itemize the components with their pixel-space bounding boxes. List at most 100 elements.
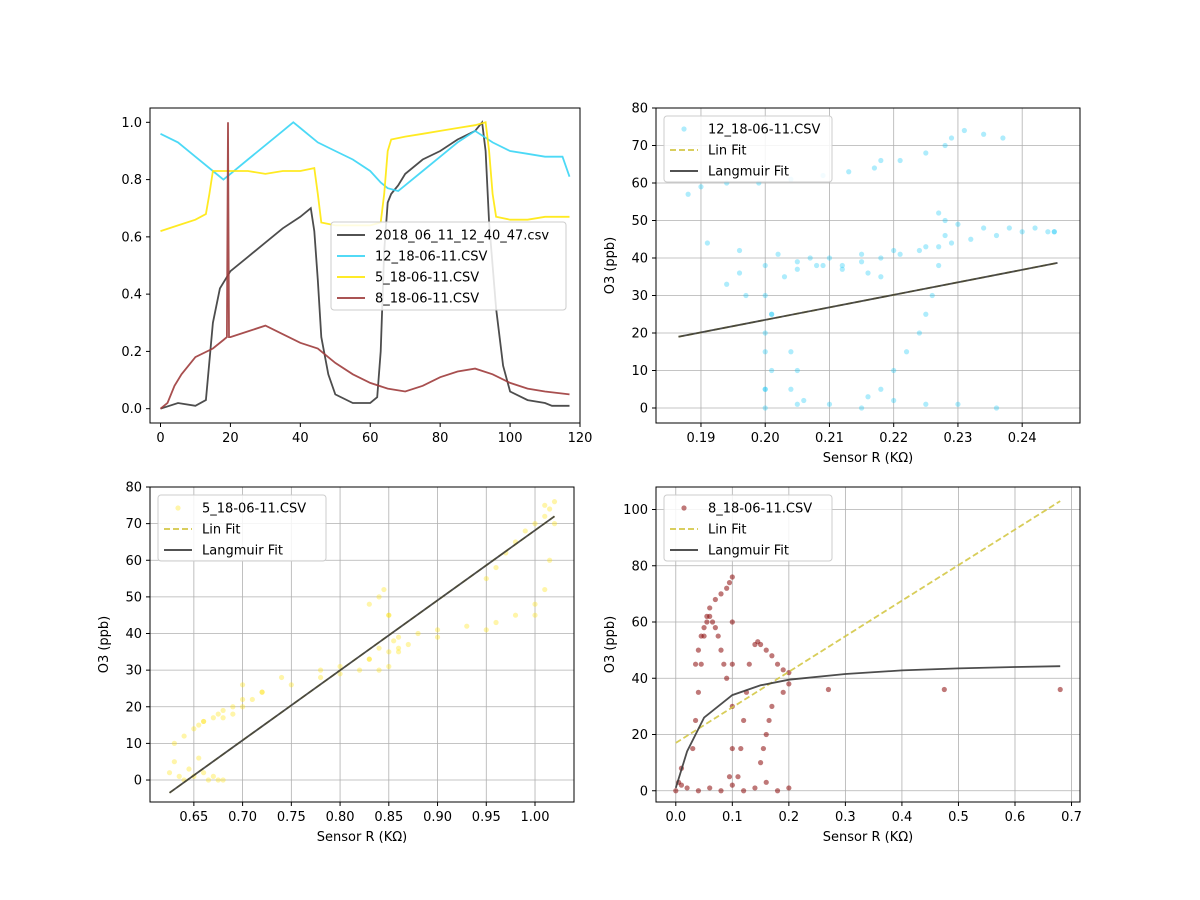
y-tick-label: 20 (631, 728, 648, 743)
data-point (718, 647, 724, 653)
x-axis-label: Sensor R (KΩ) (317, 830, 407, 845)
data-point (512, 612, 519, 618)
data-point (826, 401, 833, 407)
data-point (715, 633, 721, 639)
data-point (376, 667, 382, 673)
data-point (434, 634, 441, 640)
x-tick-label: 40 (292, 431, 309, 446)
legend: 2018_06_11_12_40_47.csv 12_18-06-11.CSV 5_… (330, 221, 567, 311)
grid (656, 487, 1080, 802)
y-tick-label: 0.8 (121, 173, 142, 188)
data-point (923, 401, 929, 407)
data-point (897, 157, 903, 164)
data-point (762, 330, 768, 336)
data-point (493, 564, 499, 571)
data-point (891, 397, 897, 404)
series-line-Langmuir Fit (678, 262, 1058, 338)
data-point (763, 647, 769, 653)
legend-box (157, 494, 327, 562)
data-point (684, 785, 690, 791)
y-tick-label: 0 (134, 774, 142, 789)
legend-label: Lin Fit (708, 144, 746, 159)
data-point (724, 585, 730, 591)
data-point (729, 619, 735, 625)
data-point (249, 696, 255, 703)
legend-label: 5_18-06-11.CSV (202, 502, 306, 517)
data-point (186, 766, 192, 772)
data-point (916, 247, 922, 254)
x-tick-label: 0.90 (423, 810, 452, 825)
data-point (381, 586, 387, 593)
x-tick-label: 0.6 (1005, 810, 1026, 825)
data-point (762, 405, 768, 411)
data-point (839, 266, 845, 272)
grid (656, 107, 1080, 423)
y-tick-label: 50 (631, 214, 648, 229)
data-point (685, 191, 691, 197)
data-point (741, 717, 747, 724)
data-point (775, 251, 781, 257)
data-point (955, 401, 961, 407)
chart-panel-sensor-5: 0.65 0.70 0.75 0.80 0.85 0.90 0.95 1.00 0 10 20 30 4… (97, 481, 575, 845)
data-point (718, 591, 724, 597)
data-point (532, 601, 538, 607)
data-point (769, 311, 775, 317)
y-tick-label: 80 (125, 481, 142, 496)
data-point (774, 661, 781, 667)
data-point (483, 575, 489, 582)
data-point (196, 722, 202, 728)
data-point (201, 718, 207, 725)
data-point (391, 638, 397, 644)
data-point (936, 244, 942, 250)
axes-frame (149, 107, 581, 424)
data-point (522, 528, 528, 534)
data-point (769, 653, 775, 659)
legend-label: 2018_06_11_12_40_47.csv (375, 229, 549, 244)
y-tick-label: 80 (631, 102, 648, 117)
data-point (825, 686, 832, 693)
data-point (897, 251, 903, 257)
data-point (532, 612, 538, 618)
data-point (709, 619, 716, 625)
data-point (743, 292, 749, 299)
data-point (766, 717, 772, 724)
axes-frame (655, 486, 1081, 803)
data-point (704, 619, 710, 625)
data-point (220, 715, 226, 721)
data-point (201, 770, 207, 776)
data-point (923, 311, 929, 317)
y-tick-label: 20 (125, 700, 142, 715)
data-point (386, 663, 392, 670)
legend-box (663, 115, 833, 183)
data-point (386, 649, 392, 655)
series-line-Langmuir Fit (168, 515, 556, 794)
x-tick-label: 0.70 (228, 810, 257, 825)
chart-panel-sensor-8: 0.0 0.1 0.2 0.3 0.4 0.5 0.6 0.7 0 20 40 60 80 100 Sens… (603, 486, 1082, 845)
series-5_18-06-11.CSV (166, 499, 558, 783)
series-line-5_18-06-11.CSV (160, 121, 570, 232)
x-tick-label: 0.7 (1061, 810, 1082, 825)
data-point (692, 661, 699, 667)
data-point (746, 661, 752, 667)
data-point (395, 649, 402, 655)
data-point (704, 240, 710, 246)
data-point (239, 696, 246, 703)
x-tick-label: 1.00 (521, 810, 550, 825)
data-point (839, 262, 845, 269)
data-point (769, 367, 775, 374)
data-point (814, 262, 820, 269)
data-point (878, 157, 884, 164)
data-point (366, 656, 372, 662)
data-point (981, 225, 987, 231)
x-tick-label: 0.0 (665, 810, 686, 825)
data-point (386, 612, 392, 618)
data-point (729, 745, 735, 752)
data-point (794, 367, 800, 374)
data-point (220, 707, 226, 714)
x-tick-label: 20 (222, 431, 239, 446)
legend-label: 5_18-06-11.CSV (375, 271, 479, 286)
data-point (551, 521, 558, 527)
legend-label: Lin Fit (708, 523, 746, 538)
data-point (692, 717, 699, 724)
data-point (1000, 135, 1006, 141)
